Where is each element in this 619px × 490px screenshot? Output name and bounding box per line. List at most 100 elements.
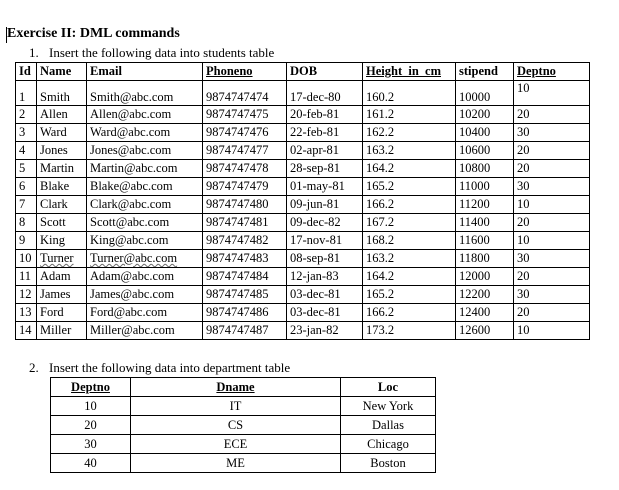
cell-phoneno: 9874747474 [202,80,287,106]
cell-name: Jones [36,141,87,160]
cell-loc: Chicago [340,434,436,454]
cell-id: 7 [15,195,37,214]
table-row: 13 Ford Ford@abc.com 9874747486 03-dec-81 166… [15,303,590,322]
cell-name: Clark [36,195,87,214]
cell-deptno: 30 [513,285,590,304]
cell-dob: 22-feb-81 [286,123,363,142]
dept-instruction-number: 2. [29,360,39,375]
cell-id: 13 [15,303,37,322]
cell-dname: CS [130,415,341,435]
cell-email: Scott@abc.com [86,213,203,232]
cell-dob: 20-feb-81 [286,105,363,124]
cell-height: 166.2 [362,195,456,214]
cell-name: Ford [36,303,87,322]
cell-name: Adam [36,267,87,286]
cell-email: Jones@abc.com [86,141,203,160]
cell-dob: 28-sep-81 [286,159,363,178]
cell-dob: 09-jun-81 [286,195,363,214]
cell-phoneno: 9874747487 [202,321,287,340]
cell-phoneno: 9874747479 [202,177,287,196]
cell-stipend: 10000 [455,80,514,106]
table-row: 7 Clark Clark@abc.com 9874747480 09-jun-81 16… [15,195,590,214]
students-instruction-number: 1. [29,45,39,60]
cell-deptno: 20 [50,415,131,435]
cell-loc: Boston [340,453,436,473]
cell-email: Allen@abc.com [86,105,203,124]
header-dob: DOB [286,62,363,81]
cell-height: 162.2 [362,123,456,142]
cell-name: Allen [36,105,87,124]
cell-dob: 02-apr-81 [286,141,363,160]
table-row: 12 James James@abc.com 9874747485 03-dec-81 1… [15,285,590,304]
cell-dob: 08-sep-81 [286,249,363,268]
cell-deptno: 10 [513,195,590,214]
cell-name: James [36,285,87,304]
dept-instruction-text: Insert the following data into departmen… [49,360,291,375]
cell-stipend: 11000 [455,177,514,196]
cell-stipend: 11200 [455,195,514,214]
cell-height: 167.2 [362,213,456,232]
exercise-heading: Exercise II: DML commands [7,26,180,41]
text-cursor [6,27,7,43]
students-instruction: 1. Insert the following data into student… [29,45,274,61]
cell-dob: 12-jan-83 [286,267,363,286]
header-dname: Dname [130,377,341,397]
cell-dob: 01-may-81 [286,177,363,196]
header-stipend: stipend [455,62,514,81]
cell-deptno: 10 [513,80,590,106]
table-row: 1 Smith Smith@abc.com 9874747474 17-dec-80 16… [15,80,590,106]
students-header-row: Id Name Email Phoneno DOB Height_in_cm s… [15,62,590,81]
cell-dname: ME [130,453,341,473]
cell-name: Martin [36,159,87,178]
cell-phoneno: 9874747475 [202,105,287,124]
cell-id: 4 [15,141,37,160]
cell-height: 163.2 [362,249,456,268]
cell-name: Scott [36,213,87,232]
cell-phoneno: 9874747482 [202,231,287,250]
cell-stipend: 11800 [455,249,514,268]
cell-id: 14 [15,321,37,340]
table-row: 2 Allen Allen@abc.com 9874747475 20-feb-81 16… [15,105,590,124]
cell-email: Ward@abc.com [86,123,203,142]
cell-stipend: 12600 [455,321,514,340]
cell-height: 164.2 [362,159,456,178]
dept-instruction: 2. Insert the following data into departm… [29,360,290,376]
cell-email: King@abc.com [86,231,203,250]
cell-deptno: 10 [513,321,590,340]
cell-stipend: 11600 [455,231,514,250]
table-row: 5 Martin Martin@abc.com 9874747478 28-sep-81… [15,159,590,178]
cell-height: 165.2 [362,177,456,196]
cell-email: Clark@abc.com [86,195,203,214]
cell-deptno: 20 [513,141,590,160]
header-id: Id [15,62,37,81]
cell-stipend: 10600 [455,141,514,160]
header-deptno: Deptno [513,62,590,81]
cell-deptno: 20 [513,303,590,322]
cell-email: Ford@abc.com [86,303,203,322]
cell-phoneno: 9874747485 [202,285,287,304]
cell-height: 164.2 [362,267,456,286]
cell-deptno: 40 [50,453,131,473]
dept-header-row: Deptno Dname Loc [50,377,436,397]
cell-phoneno: 9874747476 [202,123,287,142]
cell-dname: IT [130,396,341,416]
cell-deptno: 10 [50,396,131,416]
cell-stipend: 12000 [455,267,514,286]
cell-phoneno: 9874747480 [202,195,287,214]
cell-height: 173.2 [362,321,456,340]
cell-dob: 09-dec-82 [286,213,363,232]
cell-stipend: 12200 [455,285,514,304]
header-phoneno: Phoneno [202,62,287,81]
table-row: 14 Miller Miller@abc.com 9874747487 23-jan-8… [15,321,590,340]
cell-phoneno: 9874747477 [202,141,287,160]
cell-id: 1 [15,80,37,106]
cell-deptno: 20 [513,213,590,232]
cell-stipend: 12400 [455,303,514,322]
cell-email: Blake@abc.com [86,177,203,196]
table-row: 8 Scott Scott@abc.com 9874747481 09-dec-82 16… [15,213,590,232]
header-email: Email [86,62,203,81]
header-deptno: Deptno [50,377,131,397]
cell-height: 168.2 [362,231,456,250]
cell-name: Ward [36,123,87,142]
table-row: 30 ECE Chicago [50,434,436,454]
